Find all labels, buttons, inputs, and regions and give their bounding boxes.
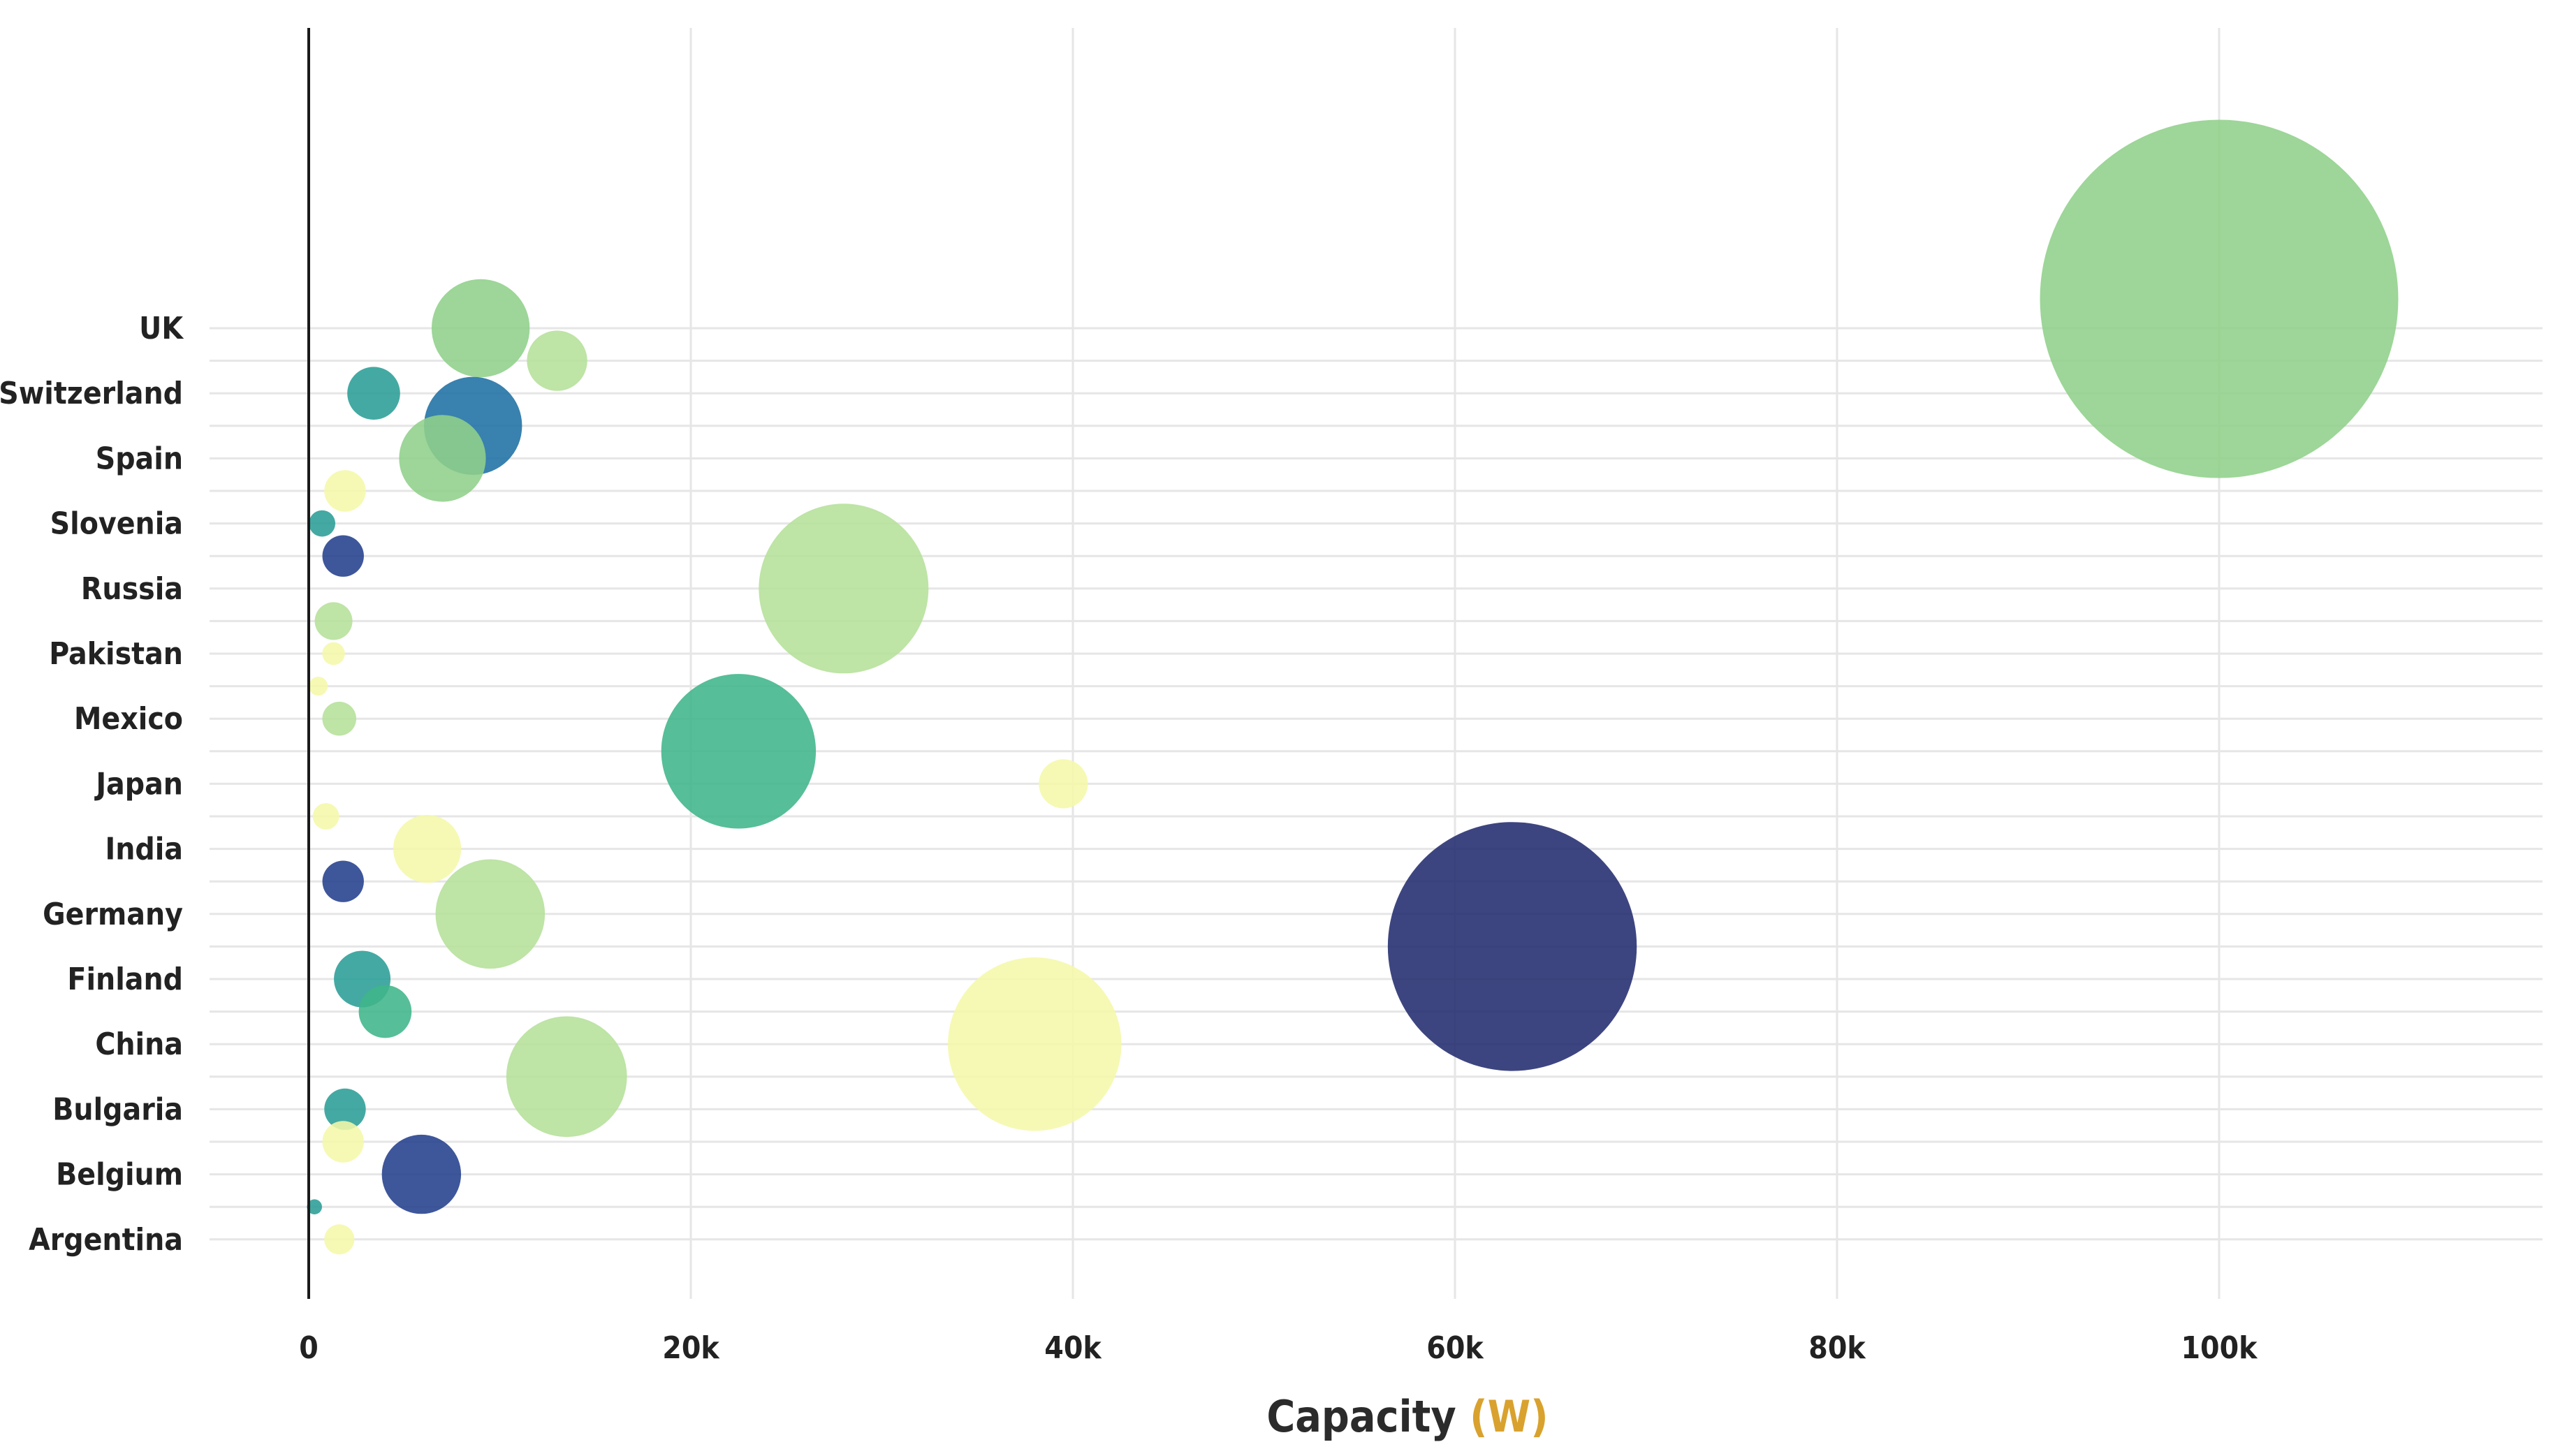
y-tick-label: India: [105, 832, 183, 867]
bubble-belgium[interactable]: [381, 1134, 462, 1214]
y-tick-label: Bulgaria: [52, 1091, 183, 1127]
bubbles: [307, 119, 2399, 1255]
bubble-spain[interactable]: [324, 470, 366, 512]
bubble-germany[interactable]: [435, 859, 546, 969]
y-tick-label: Japan: [94, 766, 183, 802]
bubble-uk[interactable]: [527, 330, 587, 391]
bubble-uk[interactable]: [431, 279, 530, 378]
bubble-russia[interactable]: [314, 602, 353, 640]
bubble-bulgaria[interactable]: [322, 1121, 364, 1163]
bubble-pakistan[interactable]: [309, 677, 328, 696]
bubble-argentina[interactable]: [324, 1224, 355, 1255]
y-tick-label: Pakistan: [49, 636, 183, 672]
gridlines: [210, 28, 2543, 1299]
y-tick-label: Finland: [67, 962, 183, 997]
bubble-pakistan[interactable]: [322, 642, 345, 666]
y-axis-labels: UK Switzerland Spain Slovenia Russia Pakistan…: [0, 311, 184, 1258]
bubble-belgium[interactable]: [307, 1199, 323, 1214]
y-tick-label: Belgium: [56, 1157, 183, 1193]
y-tick-label: Spain: [96, 441, 183, 476]
bubble-slovenia[interactable]: [309, 510, 336, 537]
bubble-slovenia[interactable]: [322, 535, 364, 577]
bubble-japan[interactable]: [1039, 759, 1088, 809]
bubble-finland[interactable]: [358, 985, 412, 1038]
bubble-germany[interactable]: [1387, 822, 1637, 1071]
bubble-spain[interactable]: [399, 415, 486, 502]
bubble-japan[interactable]: [312, 803, 339, 830]
bubble-mexico[interactable]: [661, 674, 817, 829]
y-tick-label: Argentina: [29, 1222, 183, 1258]
bubble-india[interactable]: [322, 860, 364, 902]
x-axis-title-unit: (W): [1470, 1391, 1549, 1442]
x-tick-label: 100k: [2181, 1330, 2259, 1366]
bubble-russia[interactable]: [759, 503, 929, 674]
y-tick-label: Switzerland: [0, 376, 183, 411]
bubble-china[interactable]: [948, 957, 1122, 1131]
y-tick-label: Germany: [43, 897, 183, 932]
bubble-bulgaria[interactable]: [324, 1088, 366, 1131]
y-tick-label: Slovenia: [50, 506, 183, 542]
bubble-mexico[interactable]: [322, 701, 357, 736]
x-tick-label: 20k: [662, 1330, 720, 1366]
x-tick-label: 0: [299, 1330, 319, 1366]
y-tick-label: Russia: [81, 571, 183, 607]
bubble-china[interactable]: [506, 1016, 627, 1138]
x-tick-label: 40k: [1044, 1330, 1102, 1366]
y-tick-label: Mexico: [74, 701, 183, 737]
y-tick-label: UK: [139, 311, 184, 346]
x-tick-label: 80k: [1808, 1330, 1866, 1366]
bubble-uk[interactable]: [2040, 119, 2399, 478]
bubble-switzerland[interactable]: [347, 367, 400, 420]
y-tick-label: China: [95, 1027, 183, 1062]
bubble-india[interactable]: [393, 815, 462, 883]
x-axis-title: Capacity (W): [1266, 1391, 1548, 1442]
x-tick-label: 60k: [1426, 1330, 1484, 1366]
x-axis-labels: 0 20k 40k 60k 80k 100k: [299, 1330, 2258, 1366]
x-axis-title-text: Capacity: [1266, 1391, 1456, 1442]
